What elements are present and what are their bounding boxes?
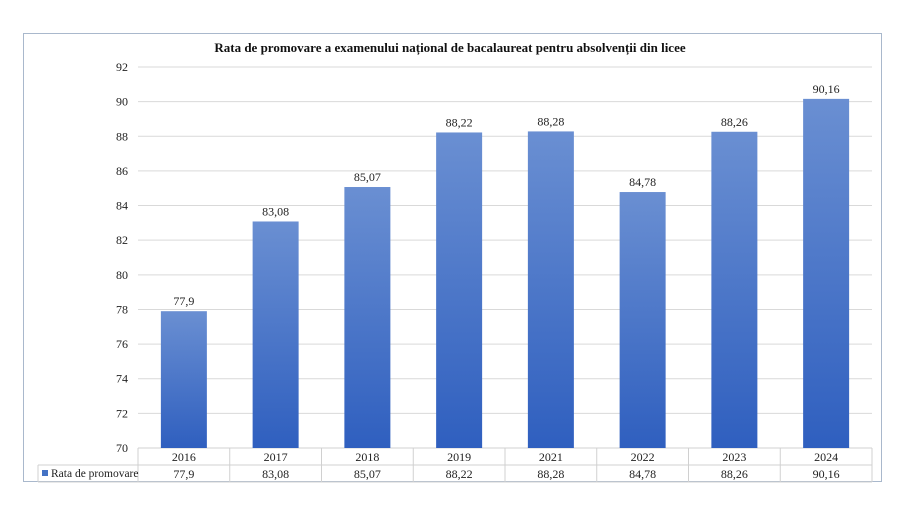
y-tick-label: 74 — [116, 372, 128, 386]
y-tick-label: 76 — [116, 337, 128, 351]
chart-title: Rata de promovare a examenului național … — [214, 40, 686, 55]
x-tick-label: 2016 — [172, 450, 196, 464]
data-label: 77,9 — [173, 294, 194, 308]
x-tick-label: 2022 — [631, 450, 655, 464]
y-tick-label: 84 — [116, 199, 128, 213]
x-tick-label: 2018 — [355, 450, 379, 464]
y-tick-label: 80 — [116, 268, 128, 282]
table-value: 88,28 — [537, 467, 564, 481]
data-label: 85,07 — [354, 170, 381, 184]
bar — [527, 131, 574, 448]
table-value: 77,9 — [173, 467, 194, 481]
y-tick-label: 70 — [116, 441, 128, 455]
legend-label: Rata de promovare — [51, 468, 139, 480]
legend-swatch — [42, 470, 48, 476]
x-tick-label: 2017 — [264, 450, 288, 464]
x-tick-label: 2021 — [539, 450, 563, 464]
data-label: 88,28 — [537, 114, 564, 128]
y-tick-label: 78 — [116, 302, 128, 316]
bar — [252, 221, 299, 448]
x-tick-label: 2023 — [722, 450, 746, 464]
x-tick-label: 2019 — [447, 450, 471, 464]
y-tick-label: 82 — [116, 233, 128, 247]
bar — [436, 132, 483, 449]
y-tick-label: 88 — [116, 129, 128, 143]
data-label: 83,08 — [262, 204, 289, 218]
table-value: 83,08 — [262, 467, 289, 481]
data-label: 88,26 — [721, 115, 748, 129]
y-tick-label: 92 — [116, 60, 128, 74]
y-tick-label: 86 — [116, 164, 128, 178]
bar — [711, 131, 758, 448]
data-label: 90,16 — [813, 82, 840, 96]
y-tick-label: 72 — [116, 406, 128, 420]
table-value: 90,16 — [813, 467, 840, 481]
data-label: 88,22 — [446, 115, 473, 129]
bar — [619, 192, 666, 448]
bar — [803, 98, 850, 449]
table-value: 85,07 — [354, 467, 381, 481]
bar — [160, 311, 207, 448]
data-label: 84,78 — [629, 175, 656, 189]
x-tick-label: 2024 — [814, 450, 838, 464]
table-value: 88,22 — [446, 467, 473, 481]
table-value: 88,26 — [721, 467, 748, 481]
bar — [344, 187, 391, 448]
y-tick-label: 90 — [116, 95, 128, 109]
table-value: 84,78 — [629, 467, 656, 481]
